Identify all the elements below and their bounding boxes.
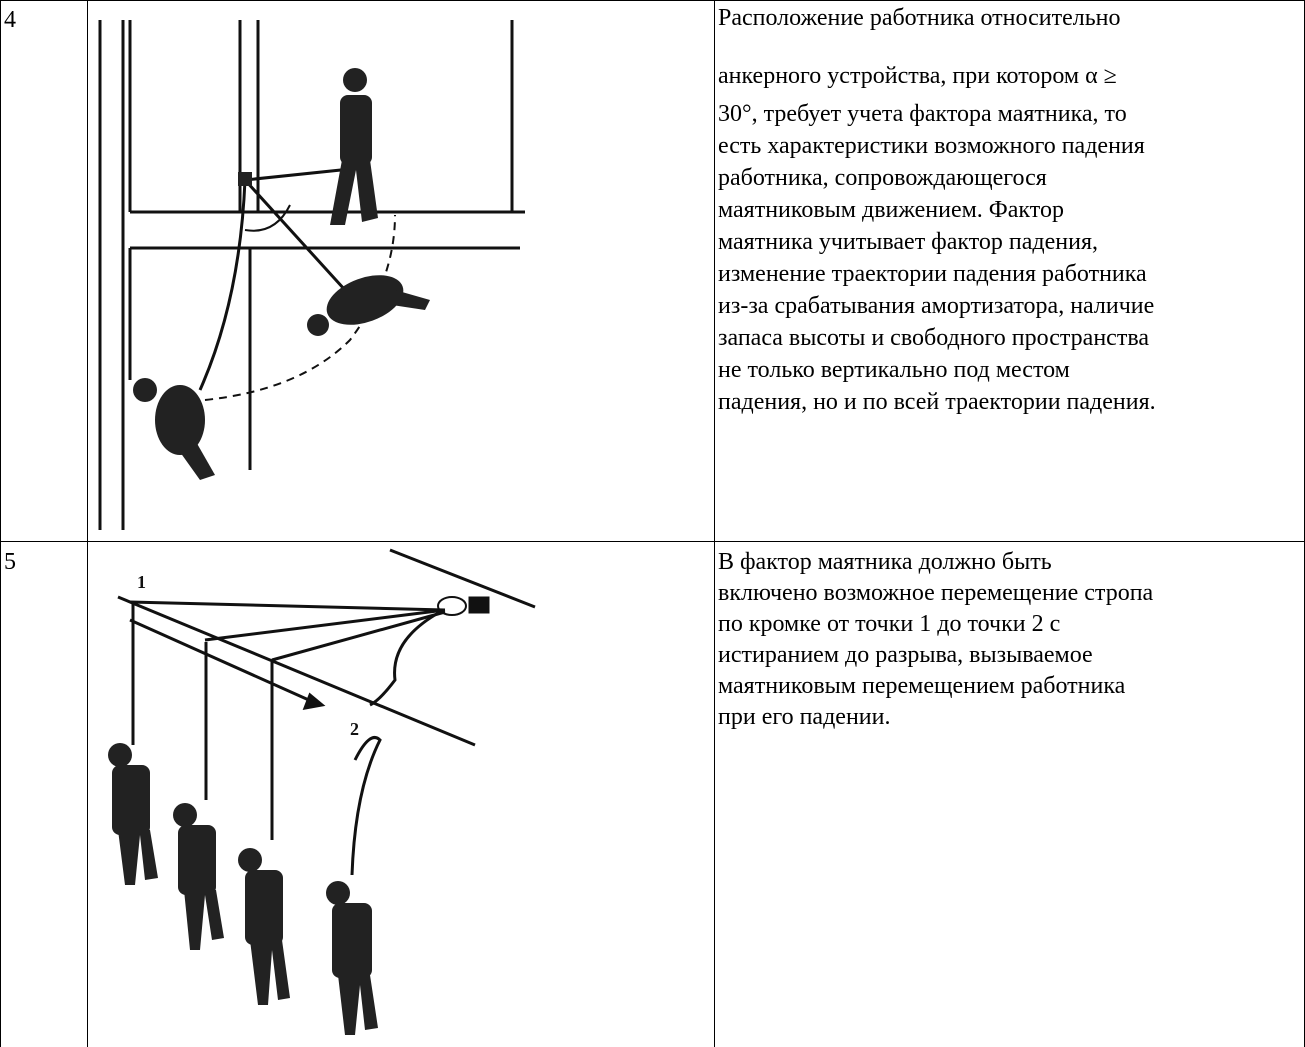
description-line: маятниковым перемещением работника	[718, 673, 1126, 699]
description-line: падения, но и по всей траектории падения…	[718, 389, 1156, 415]
description-line: 30°, требует учета фактора маятника, то	[718, 101, 1127, 127]
description-line: запаса высоты и свободного пространства	[718, 325, 1149, 351]
description-line: маятника учитывает фактор падения,	[718, 229, 1098, 255]
description-line: маятниковым движением. Фактор	[718, 197, 1064, 223]
description-line: включено возможное перемещение стропа	[718, 580, 1154, 606]
description-line: В фактор маятника должно быть	[718, 549, 1052, 575]
description-line: анкерного устройства, при котором α ≥	[718, 63, 1117, 89]
description-line: по кромке от точки 1 до точки 2 с	[718, 611, 1061, 637]
description-line: при его падении.	[718, 704, 891, 730]
description-line: изменение траектории падения работника	[718, 261, 1147, 287]
description-line: не только вертикально под местом	[718, 357, 1070, 383]
description-line: есть характеристики возможного падения	[718, 133, 1145, 159]
point-label: 1	[137, 572, 146, 592]
description-line: работника, сопровождающегося	[718, 165, 1047, 191]
edge-illustration: 1 2	[108, 548, 536, 1035]
row-number: 4	[4, 7, 16, 33]
description-line: из-за срабатывания амортизатора, наличие	[718, 293, 1155, 319]
description-line: истиранием до разрыва, вызываемое	[718, 642, 1093, 668]
point-label: 2	[350, 719, 359, 739]
description-line: Расположение работника относительно	[718, 5, 1121, 31]
row-number: 5	[4, 549, 16, 575]
pendulum-illustration	[98, 20, 525, 530]
